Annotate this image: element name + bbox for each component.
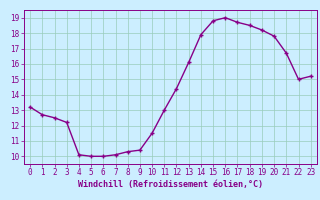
- X-axis label: Windchill (Refroidissement éolien,°C): Windchill (Refroidissement éolien,°C): [78, 180, 263, 189]
